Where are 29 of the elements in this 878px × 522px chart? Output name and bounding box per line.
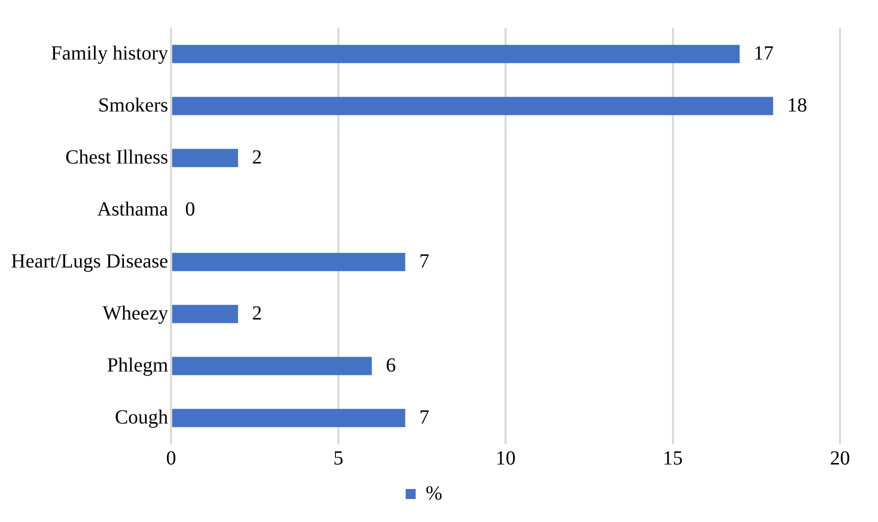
legend-label: % <box>426 482 442 504</box>
y-tick-label: Wheezy <box>102 302 168 324</box>
x-tick-label: 15 <box>662 447 683 470</box>
data-label: 0 <box>185 198 196 220</box>
bar <box>172 408 406 428</box>
y-tick-label: Cough <box>114 406 168 428</box>
bar <box>172 148 238 168</box>
data-label: 7 <box>419 406 430 428</box>
bar <box>172 44 740 64</box>
bar <box>172 356 372 376</box>
data-label: 2 <box>252 146 262 168</box>
data-label: 2 <box>252 302 262 324</box>
data-label: 7 <box>419 250 430 272</box>
x-tick-label: 20 <box>830 447 850 470</box>
y-tick-label: Phlegm <box>107 354 169 376</box>
data-label: 6 <box>386 354 396 376</box>
y-tick-label: Asthama <box>97 198 168 220</box>
bar <box>172 252 406 272</box>
x-tick-label: 10 <box>496 447 516 470</box>
y-tick-label: Chest Illness <box>65 146 168 168</box>
bar <box>172 304 238 324</box>
y-tick-label: Smokers <box>98 94 168 116</box>
x-tick-label: 0 <box>166 447 176 470</box>
data-label: 18 <box>787 94 808 116</box>
y-tick-label: Family history <box>50 42 168 64</box>
bar <box>172 96 774 116</box>
data-label: 17 <box>754 42 774 64</box>
x-tick-label: 5 <box>333 447 344 470</box>
y-tick-label: Heart/Lugs Disease <box>10 250 168 272</box>
